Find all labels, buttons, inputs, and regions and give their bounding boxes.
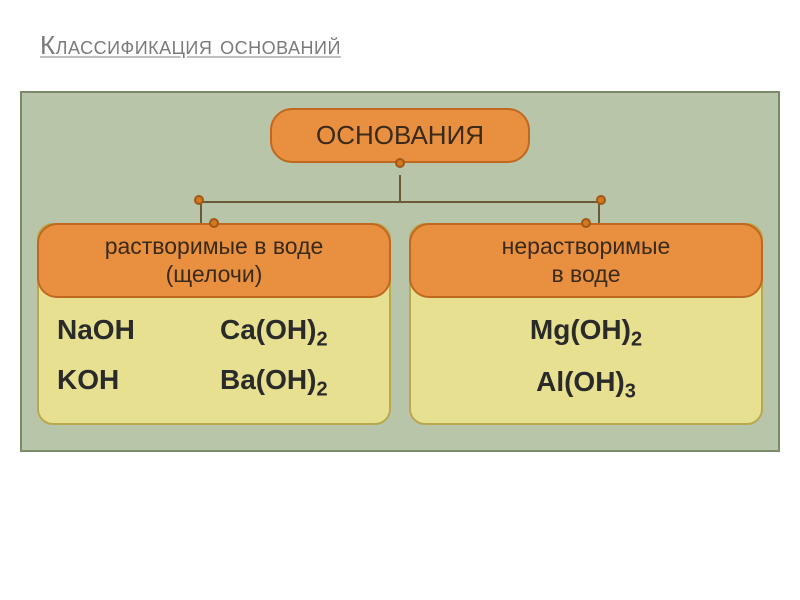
formula-text: Mg(OH) [530,314,631,345]
formula-sub: 2 [316,378,327,400]
connector-leg [598,203,600,225]
group-insoluble: нерастворимые в воде Mg(OH)2 Al(OH)3 [409,223,763,425]
connector-leg [200,203,202,225]
connector-dot-icon [194,195,204,205]
connector-hbar [200,201,600,203]
formula: Ba(OH)2 [220,364,371,402]
connector-stem [399,175,401,201]
title-area: Классификация оснований [0,0,800,81]
formula-sub: 2 [631,329,642,351]
formula: Mg(OH)2 [429,314,743,352]
connector-dot-icon [581,218,591,228]
formula-list: Mg(OH)2 Al(OH)3 [411,296,761,407]
group-header-line1: нерастворимые [502,233,671,259]
formula-sub: 2 [316,329,327,351]
page-title: Классификация оснований [40,30,760,61]
group-header-line1: растворимые в воде [105,233,324,259]
formula-text: Ca(OH) [220,314,316,345]
formula-text: Al(OH) [536,366,625,397]
formula-text: KOH [57,364,119,395]
formula: NaOH [57,314,208,352]
root-node: ОСНОВАНИЯ [270,108,530,163]
group-header-soluble: растворимые в воде (щелочи) [37,223,391,298]
group-header-insoluble: нерастворимые в воде [409,223,763,298]
connector-legs [200,203,600,225]
formula: Ca(OH)2 [220,314,371,352]
group-header-line2: в воде [551,261,620,287]
groups-row: растворимые в воде (щелочи) NaOH Ca(OH)2… [37,223,763,425]
formula-text: Ba(OH) [220,364,316,395]
formula: KOH [57,364,208,402]
classification-diagram: ОСНОВАНИЯ растворимые в воде (щелочи) Na… [20,91,780,452]
connector-dot-icon [209,218,219,228]
formula-grid: NaOH Ca(OH)2 KOH Ba(OH)2 [39,296,389,405]
formula-text: NaOH [57,314,135,345]
formula-sub: 3 [625,380,636,402]
connector-dot-icon [395,158,405,168]
formula: Al(OH)3 [429,366,743,404]
connector-dot-icon [596,195,606,205]
group-header-line2: (щелочи) [166,261,263,287]
group-soluble: растворимые в воде (щелочи) NaOH Ca(OH)2… [37,223,391,425]
root-label: ОСНОВАНИЯ [316,120,484,150]
